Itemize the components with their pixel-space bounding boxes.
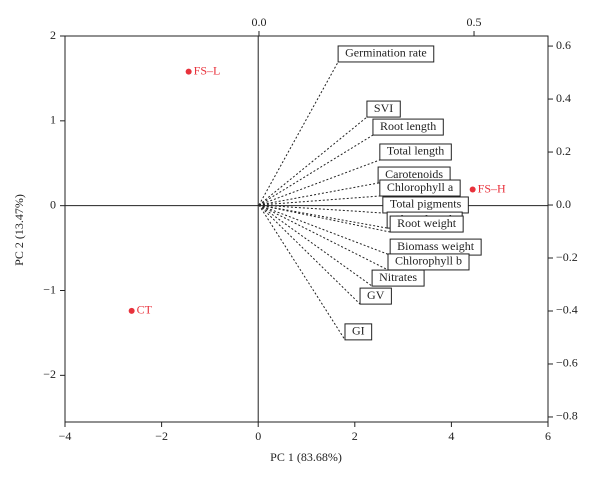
loading-label: Chlorophyll a [387, 180, 454, 194]
x2-tick-label: 0.5 [467, 15, 482, 29]
loading-label-box [372, 118, 444, 136]
y2-tick-label: 0.0 [556, 197, 571, 211]
x2-tick-label: 0.0 [251, 15, 266, 29]
loading-label: Nitrates [379, 270, 417, 284]
score-label: FS–L [194, 63, 221, 77]
loading-vector [258, 204, 361, 305]
score-point [469, 186, 476, 193]
loading-label-box [379, 143, 452, 161]
y2-tick-label: −0.8 [556, 409, 578, 423]
y2-tick-label: 0.2 [556, 144, 571, 158]
y-tick-label: −1 [43, 282, 56, 296]
loading-label: Total pigments [390, 197, 462, 211]
y2-tick-label: −0.2 [556, 250, 578, 264]
loading-label-box [337, 45, 435, 63]
y2-tick-label: −0.4 [556, 303, 578, 317]
loading-label: Chlorophyll b [395, 254, 462, 268]
y-tick-label: 0 [50, 197, 56, 211]
y2-tick-label: 0.6 [556, 38, 571, 52]
loading-label: Root weight [397, 216, 457, 230]
loading-label: Total length [387, 144, 444, 158]
score-point [128, 307, 135, 314]
loading-label: Root length [380, 119, 436, 133]
loading-label-box [359, 287, 392, 305]
x-axis-label: PC 1 (83.68%) [270, 450, 342, 464]
loading-vector [258, 204, 373, 287]
loading-label-box [344, 323, 373, 341]
loading-vector [258, 204, 391, 256]
x-tick-label: −2 [155, 429, 168, 443]
y-tick-label: 2 [50, 28, 56, 42]
loading-vector [258, 159, 381, 206]
loading-vector [258, 204, 389, 271]
loading-label-box [379, 179, 461, 197]
y-axis-label: PC 2 (13.47%) [12, 194, 26, 266]
loading-vector [258, 116, 368, 206]
x-tick-label: 2 [352, 429, 358, 443]
loading-label: Carotenoids [385, 167, 443, 181]
y2-tick-label: 0.4 [556, 91, 571, 105]
x-tick-label: −4 [59, 429, 72, 443]
loading-label: GV [367, 288, 385, 302]
x-tick-label: 6 [545, 429, 551, 443]
loading-label: GI [352, 324, 365, 338]
loading-vector [258, 61, 339, 206]
score-point [185, 68, 192, 75]
loading-label-box [387, 253, 470, 271]
loading-label-box [366, 100, 401, 118]
y-tick-label: −2 [43, 367, 56, 381]
loading-label: Biomass weight [397, 239, 475, 253]
loading-label: Germination rate [345, 46, 427, 60]
loading-label-box [371, 269, 425, 287]
loading-label: SVI [374, 101, 393, 115]
y2-tick-label: −0.6 [556, 356, 578, 370]
plot-frame [64, 35, 549, 423]
score-label: FS–H [478, 181, 506, 195]
loading-label-box [389, 215, 464, 233]
x-tick-label: 0 [255, 429, 261, 443]
loading-vector [258, 204, 388, 229]
y-tick-label: 1 [50, 113, 56, 127]
x-tick-label: 4 [448, 429, 454, 443]
loading-vector [258, 195, 380, 206]
score-label: CT [137, 303, 153, 317]
loading-vector [258, 182, 379, 206]
loading-vector [258, 204, 346, 341]
loading-vector [258, 204, 383, 214]
